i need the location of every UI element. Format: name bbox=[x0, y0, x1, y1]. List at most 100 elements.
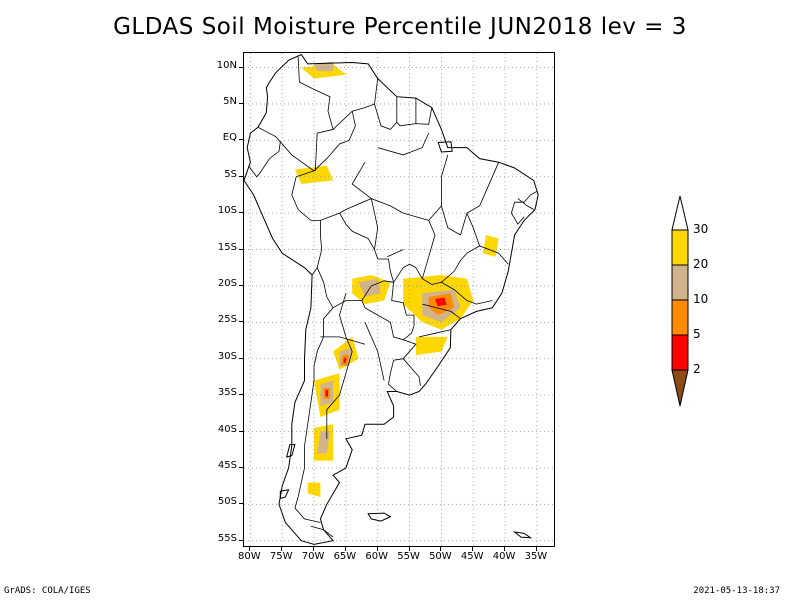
colorbar-level-label: 2 bbox=[693, 362, 701, 376]
lat-tick-mark bbox=[239, 539, 243, 541]
lon-tick-label: 50W bbox=[429, 551, 452, 562]
lon-tick-label: 80W bbox=[238, 551, 261, 562]
border-line bbox=[326, 293, 353, 439]
colorbar-level-label: 20 bbox=[693, 257, 709, 271]
lon-tick-label: 40W bbox=[492, 551, 516, 562]
border-line bbox=[364, 322, 385, 381]
lon-tick-mark bbox=[408, 547, 410, 551]
lon-tick-mark bbox=[472, 547, 474, 551]
border-line bbox=[332, 78, 379, 130]
border-line bbox=[320, 336, 366, 345]
lat-tick-label: 15S bbox=[217, 241, 237, 253]
lon-tick-mark bbox=[344, 547, 346, 551]
border-line bbox=[248, 126, 281, 178]
colorbar bbox=[671, 195, 689, 407]
colorbar-segment-below-2 bbox=[671, 369, 689, 407]
border-line bbox=[388, 339, 417, 392]
lon-tick-mark bbox=[249, 547, 251, 551]
anomaly-region-2-5 bbox=[435, 297, 447, 307]
lat-tick-label: 10N bbox=[216, 59, 237, 71]
island bbox=[512, 531, 533, 539]
lat-tick-mark bbox=[239, 139, 243, 141]
lon-tick-label: 35W bbox=[524, 551, 548, 562]
lat-tick-label: 25S bbox=[217, 314, 237, 326]
lat-tick-mark bbox=[239, 466, 243, 468]
border-line bbox=[440, 154, 461, 236]
border-line bbox=[370, 198, 379, 250]
anomaly-region-10-20 bbox=[314, 61, 334, 72]
plot-title: GLDAS Soil Moisture Percentile JUN2018 l… bbox=[113, 14, 687, 40]
lat-tick-mark bbox=[239, 321, 243, 323]
border-line bbox=[297, 56, 334, 171]
island bbox=[437, 141, 453, 153]
border-line bbox=[361, 300, 415, 341]
lat-tick-label: 55S bbox=[217, 532, 237, 544]
map-panel bbox=[243, 52, 555, 547]
anomaly-region-2-5 bbox=[325, 390, 328, 397]
border-line bbox=[510, 190, 538, 225]
coastline bbox=[244, 53, 539, 545]
lat-tick-label: EQ bbox=[222, 132, 237, 144]
border-line bbox=[320, 212, 394, 283]
border-line bbox=[422, 303, 461, 320]
anomaly-region-20-30 bbox=[482, 235, 499, 257]
lat-tick-mark bbox=[239, 284, 243, 286]
border-line bbox=[351, 161, 372, 199]
border-line bbox=[402, 358, 421, 386]
lat-tick-mark bbox=[239, 394, 243, 396]
border-line bbox=[421, 205, 442, 279]
colorbar-segment bbox=[671, 264, 689, 301]
south-america-map bbox=[244, 53, 554, 546]
lat-tick-mark bbox=[239, 503, 243, 505]
border-line bbox=[460, 162, 500, 236]
lat-tick-mark bbox=[239, 102, 243, 104]
lon-tick-label: 55W bbox=[397, 551, 420, 562]
border-line bbox=[419, 329, 451, 338]
border-line bbox=[391, 282, 415, 326]
border-line bbox=[374, 103, 433, 130]
lat-tick-mark bbox=[239, 66, 243, 68]
footer-timestamp: 2021-05-13-18:37 bbox=[693, 586, 780, 596]
colorbar-segment bbox=[671, 229, 689, 266]
footer-credit: GrADS: COLA/IGES bbox=[4, 586, 91, 596]
lon-tick-mark bbox=[281, 547, 283, 551]
lat-tick-label: 20S bbox=[217, 277, 237, 289]
lat-tick-mark bbox=[239, 212, 243, 214]
lon-tick-mark bbox=[376, 547, 378, 551]
border-line bbox=[393, 245, 480, 285]
lat-tick-label: 5N bbox=[223, 95, 237, 107]
lon-tick-mark bbox=[504, 547, 506, 551]
colorbar-segment bbox=[671, 334, 689, 371]
lon-tick-label: 70W bbox=[301, 551, 325, 562]
lon-tick-mark bbox=[535, 547, 537, 551]
border-line bbox=[313, 111, 356, 172]
colorbar-segment-above-30 bbox=[671, 195, 689, 231]
lat-tick-label: 45S bbox=[217, 459, 237, 471]
lon-tick-label: 60W bbox=[365, 551, 389, 562]
lat-tick-label: 10S bbox=[217, 205, 237, 217]
lon-tick-label: 65W bbox=[333, 551, 357, 562]
lon-tick-mark bbox=[440, 547, 442, 551]
island bbox=[286, 444, 296, 458]
lon-tick-label: 75W bbox=[269, 551, 293, 562]
lat-tick-mark bbox=[239, 175, 243, 177]
border-line bbox=[279, 141, 323, 276]
border-line bbox=[441, 281, 493, 305]
lat-tick-label: 50S bbox=[217, 496, 237, 508]
lat-tick-mark bbox=[239, 430, 243, 432]
colorbar-level-label: 5 bbox=[693, 327, 701, 341]
anomaly-region-20-30 bbox=[294, 165, 334, 184]
border-line bbox=[310, 525, 334, 538]
lat-tick-label: 35S bbox=[217, 387, 237, 399]
border-line bbox=[387, 249, 404, 258]
lon-tick-mark bbox=[313, 547, 315, 551]
border-line bbox=[294, 267, 334, 523]
island bbox=[279, 489, 290, 500]
anomaly-region-20-30 bbox=[415, 336, 448, 356]
colorbar-level-label: 10 bbox=[693, 292, 709, 306]
lat-tick-label: 30S bbox=[217, 350, 237, 362]
lat-tick-label: 40S bbox=[217, 423, 237, 435]
lat-tick-mark bbox=[239, 248, 243, 250]
border-line bbox=[517, 198, 534, 210]
colorbar-level-label: 30 bbox=[693, 222, 709, 236]
